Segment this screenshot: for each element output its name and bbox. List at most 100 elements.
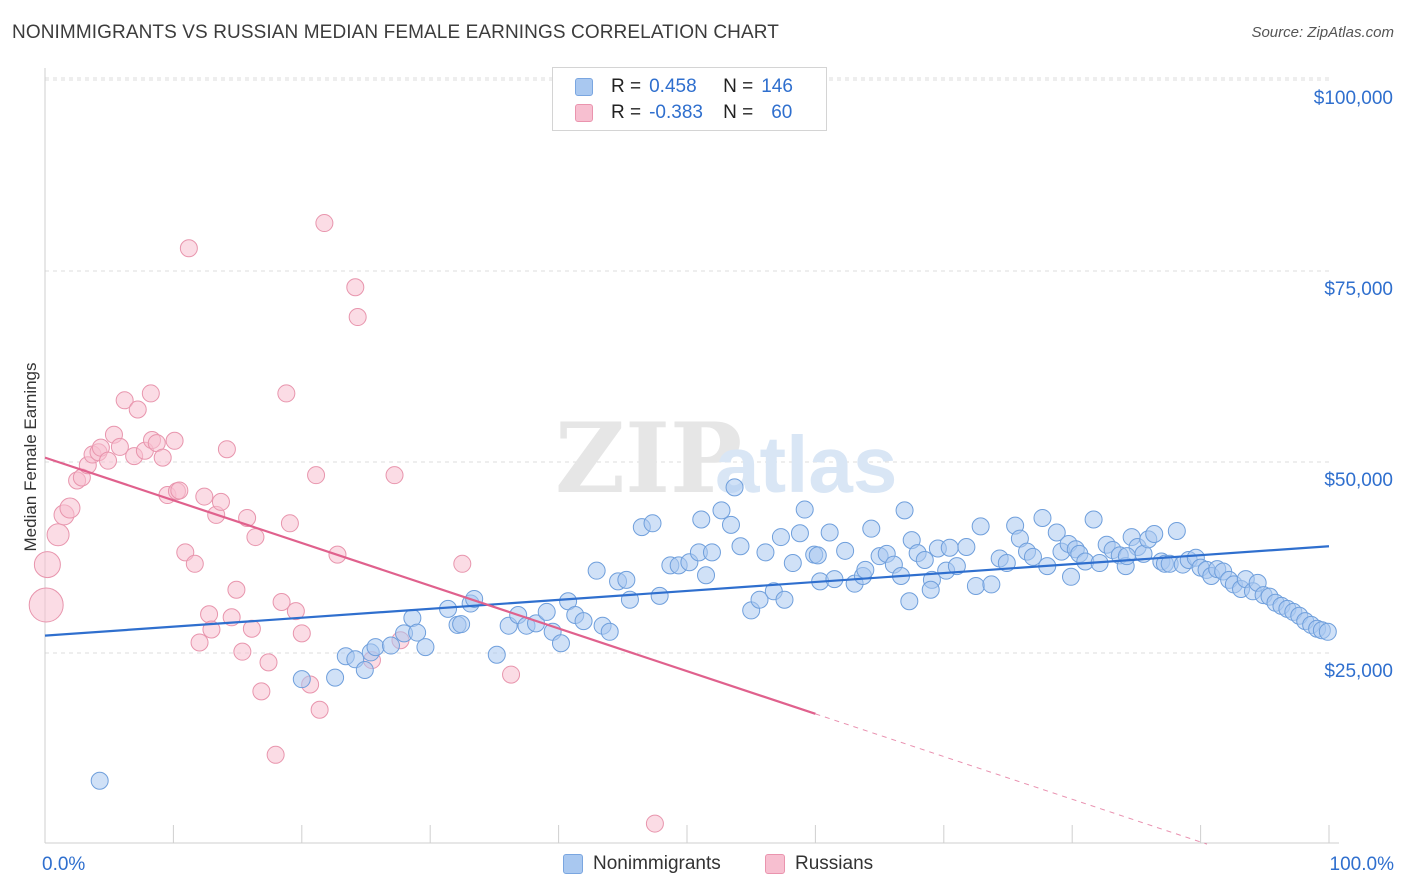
nonimmigrants-point: [551, 634, 570, 653]
nonimmigrants-point: [725, 478, 744, 497]
russians-point: [153, 448, 172, 467]
russians-point: [190, 633, 209, 652]
russians-point: [385, 466, 404, 485]
watermark: ZIP atlas: [555, 402, 897, 515]
russians-point: [238, 508, 257, 527]
nonimmigrants-point: [957, 537, 976, 556]
nonimmigrants-point: [1117, 547, 1136, 566]
russians-point: [165, 431, 184, 450]
nonimmigrants-point: [915, 550, 934, 569]
nonimmigrants-point: [465, 589, 484, 608]
russians-point: [307, 466, 326, 485]
russians-point: [28, 587, 64, 623]
nonimmigrants-point: [650, 586, 669, 605]
nonimmigrants-point: [416, 638, 435, 657]
nonimmigrants-point: [731, 537, 750, 556]
bottom-legend-swatch-russians: [765, 854, 785, 874]
nonimmigrants-point: [692, 510, 711, 529]
russians-trend-line: [44, 456, 816, 715]
legend-n-label: N =: [723, 76, 754, 97]
legend-n-value: 60: [771, 102, 793, 123]
nonimmigrants-point: [808, 546, 827, 565]
nonimmigrants-point: [702, 543, 721, 562]
russians-point: [59, 497, 81, 519]
y-tick-label: $75,000: [1324, 279, 1393, 300]
russians-point: [280, 514, 299, 533]
nonimmigrants-point: [452, 615, 471, 634]
nonimmigrants-point: [1084, 510, 1103, 529]
nonimmigrants-point: [643, 514, 662, 533]
nonimmigrants-point: [900, 592, 919, 611]
nonimmigrants-point: [1062, 567, 1081, 586]
nonimmigrants-point: [292, 670, 311, 689]
russians-point: [286, 602, 305, 621]
nonimmigrants-point: [487, 645, 506, 664]
russians-point: [46, 523, 70, 547]
trend-lines: [44, 456, 1330, 845]
bottom-legend-label-nonimmigrants: Nonimmigrants: [593, 853, 721, 874]
russians-point: [645, 814, 664, 833]
nonimmigrants-point: [600, 622, 619, 641]
russians-point: [272, 593, 291, 612]
nonimmigrants-point: [775, 590, 794, 609]
russians-point: [252, 682, 271, 701]
nonimmigrants-point: [750, 590, 769, 609]
nonimmigrants-point: [326, 668, 345, 687]
russians-point: [195, 487, 214, 506]
nonimmigrants-point: [947, 557, 966, 576]
russians-point: [33, 551, 61, 579]
russians-point: [227, 580, 246, 599]
nonimmigrants-point: [783, 554, 802, 573]
nonimmigrants-point: [1023, 547, 1042, 566]
bottom-legend-swatch-nonimmigrants: [563, 854, 583, 874]
nonimmigrants-point: [697, 566, 716, 585]
x-tick-label: 0.0%: [42, 854, 85, 875]
russians-point: [346, 278, 365, 297]
legend-swatch-nonimmigrants: [575, 78, 593, 96]
legend-row-russians: R = -0.383 N = 60: [575, 100, 792, 126]
nonimmigrants-point: [756, 543, 775, 562]
nonimmigrants-point: [1167, 521, 1186, 540]
russians-point: [200, 605, 219, 624]
nonimmigrants-point: [381, 636, 400, 655]
bottom-legend-label-russians: Russians: [795, 853, 874, 874]
russians-point: [233, 642, 252, 661]
correlation-legend: R = 0.458 N = 146 R = -0.383 N = 60: [552, 67, 827, 131]
nonimmigrants-point: [825, 570, 844, 589]
nonimmigrants-point: [795, 500, 814, 519]
nonimmigrants-point: [966, 576, 985, 595]
y-tick-label: $100,000: [1314, 88, 1393, 109]
x-tick-label: 100.0%: [1330, 854, 1395, 875]
chart-title: NONIMMIGRANTS VS RUSSIAN MEDIAN FEMALE E…: [12, 22, 779, 43]
legend-r-value: 0.458: [649, 76, 697, 97]
tick-labels: $25,000 $50,000 $75,000 $100,000 0.0% 100.0%: [42, 88, 1394, 875]
bottom-legend-russians: Russians: [765, 850, 873, 878]
watermark-zip: ZIP: [555, 402, 742, 515]
y-tick-label: $50,000: [1324, 470, 1393, 491]
nonimmigrants-point: [366, 638, 385, 657]
legend-r-label: R =: [611, 76, 642, 97]
nonimmigrants-point: [537, 602, 556, 621]
nonimmigrants-point: [90, 771, 109, 790]
russians-point: [128, 400, 147, 419]
nonimmigrants-point: [771, 528, 790, 547]
legend-r-label: R =: [611, 102, 642, 123]
nonimmigrants-point: [355, 661, 374, 679]
russians-point: [453, 554, 472, 573]
nonimmigrants-point: [587, 561, 606, 580]
russians-point: [211, 492, 230, 511]
legend-r-value: -0.383: [649, 102, 703, 123]
nonimmigrants-point: [982, 575, 1001, 594]
nonimmigrants-point: [940, 538, 959, 557]
nonimmigrants-point: [1047, 523, 1066, 542]
russians-point: [277, 384, 296, 403]
russians-point: [170, 481, 189, 500]
russians-point: [502, 665, 521, 684]
russians-point: [246, 528, 265, 547]
nonimmigrants-point: [408, 623, 427, 642]
watermark-atlas: atlas: [715, 420, 897, 509]
nonimmigrants-point: [836, 541, 855, 560]
nonimmigrants-point: [862, 519, 881, 538]
axes: [44, 68, 1339, 844]
